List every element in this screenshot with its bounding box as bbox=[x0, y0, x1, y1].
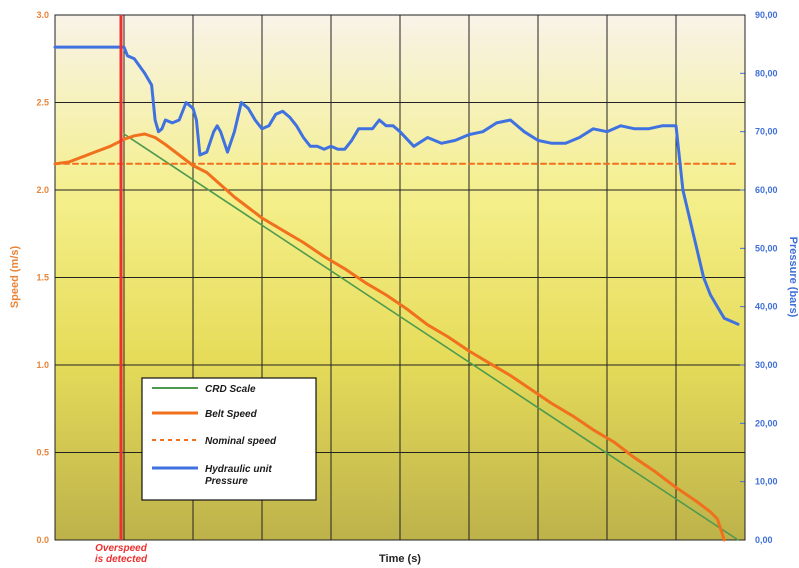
right-axis-ticks: 0,00 10,00 20,00 30,00 40,00 50,00 60,00 70,00 8… bbox=[755, 10, 778, 545]
y2-tick-label: 0,00 bbox=[755, 535, 773, 545]
y2-axis-label: Pressure (bars) bbox=[787, 237, 799, 318]
y2-tick-label: 70,00 bbox=[755, 127, 778, 137]
series-hydraulic-unit-pressure-line bbox=[53, 45, 740, 326]
legend-label-hydraulic-unit-pressure: Hydraulic unit bbox=[205, 464, 272, 475]
y2-tick-label: 50,00 bbox=[755, 243, 778, 253]
legend: CRD Scale Belt Speed Nominal speed Hydrauli… bbox=[141, 377, 317, 501]
y-tick-label: 1.0 bbox=[36, 360, 49, 370]
series-belt-speed-line bbox=[53, 132, 726, 542]
y-tick-label: 3.0 bbox=[36, 10, 49, 20]
overspeed-annotation-text: Overspeed bbox=[95, 543, 148, 554]
left-axis-ticks: 0.0 0.5 1.0 1.5 2.0 2.5 3.0 bbox=[36, 10, 49, 545]
y-axis-label: Speed (m/s) bbox=[9, 245, 21, 308]
y2-tick-label: 20,00 bbox=[755, 418, 778, 428]
x-axis-label: Time (s) bbox=[379, 553, 421, 565]
y-tick-label: 0.5 bbox=[36, 448, 49, 458]
series-crd-scale-line bbox=[123, 133, 739, 541]
legend-label-crd-scale: CRD Scale bbox=[205, 384, 256, 395]
y2-tick-label: 40,00 bbox=[755, 302, 778, 312]
y-tick-label: 1.5 bbox=[36, 273, 49, 283]
y-tick-label: 2.0 bbox=[36, 185, 49, 195]
y-tick-label: 2.5 bbox=[36, 98, 49, 108]
y2-tick-label: 90,00 bbox=[755, 10, 778, 20]
legend-label-belt-speed: Belt Speed bbox=[205, 409, 258, 420]
overspeed-annotation-text: is detected bbox=[95, 554, 148, 565]
y-tick-label: 0.0 bbox=[36, 535, 49, 545]
legend-label-hydraulic-unit-pressure: Pressure bbox=[205, 476, 248, 487]
y2-tick-label: 10,00 bbox=[755, 477, 778, 487]
y2-tick-label: 80,00 bbox=[755, 68, 778, 78]
plot-frame bbox=[54, 14, 746, 541]
legend-label-nominal-speed: Nominal speed bbox=[205, 436, 277, 447]
y2-tick-label: 60,00 bbox=[755, 185, 778, 195]
series-layer bbox=[53, 45, 740, 542]
y2-tick-label: 30,00 bbox=[755, 360, 778, 370]
